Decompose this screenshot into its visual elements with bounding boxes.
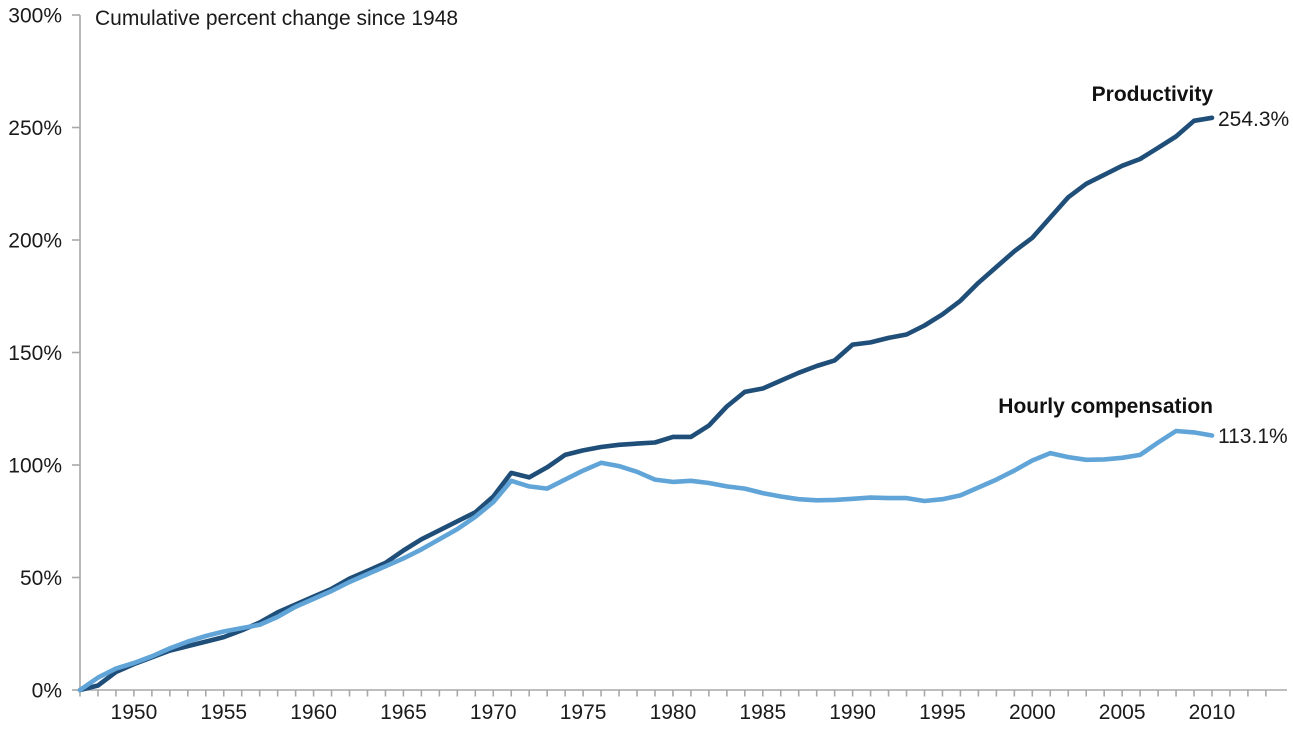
x-tick-label: 1950 xyxy=(111,701,158,724)
hourly-compensation-line xyxy=(77,428,1215,693)
y-tick-label: 0% xyxy=(32,680,62,703)
x-tick-label: 1990 xyxy=(829,701,876,724)
y-tick-label: 100% xyxy=(8,455,62,478)
x-tick-label: 2005 xyxy=(1099,701,1146,724)
productivity-line xyxy=(77,115,1215,693)
productivity-end-value: 254.3% xyxy=(1218,108,1290,131)
hourly-compensation-end-value: 113.1% xyxy=(1218,425,1288,448)
x-tick-label: 2000 xyxy=(1009,701,1056,724)
x-tick-label: 1985 xyxy=(739,701,786,724)
x-tick-label: 1960 xyxy=(290,701,337,724)
x-tick-label: 1975 xyxy=(560,701,607,724)
chart-title: Cumulative percent change since 1948 xyxy=(95,7,459,30)
x-tick-label: 1965 xyxy=(380,701,427,724)
y-tick-label: 200% xyxy=(8,230,62,253)
x-tick-label: 2010 xyxy=(1189,701,1236,724)
productivity-series-label: Productivity xyxy=(1091,83,1213,106)
x-tick-label: 1980 xyxy=(650,701,697,724)
x-tick-label: 1955 xyxy=(200,701,247,724)
y-tick-label: 250% xyxy=(8,117,62,140)
x-tick-label: 1995 xyxy=(919,701,966,724)
hourly-compensation-series-label: Hourly compensation xyxy=(998,395,1213,418)
y-tick-label: 150% xyxy=(8,342,62,365)
y-tick-label: 300% xyxy=(8,5,62,28)
x-tick-label: 1970 xyxy=(470,701,517,724)
y-tick-label: 50% xyxy=(20,567,62,590)
